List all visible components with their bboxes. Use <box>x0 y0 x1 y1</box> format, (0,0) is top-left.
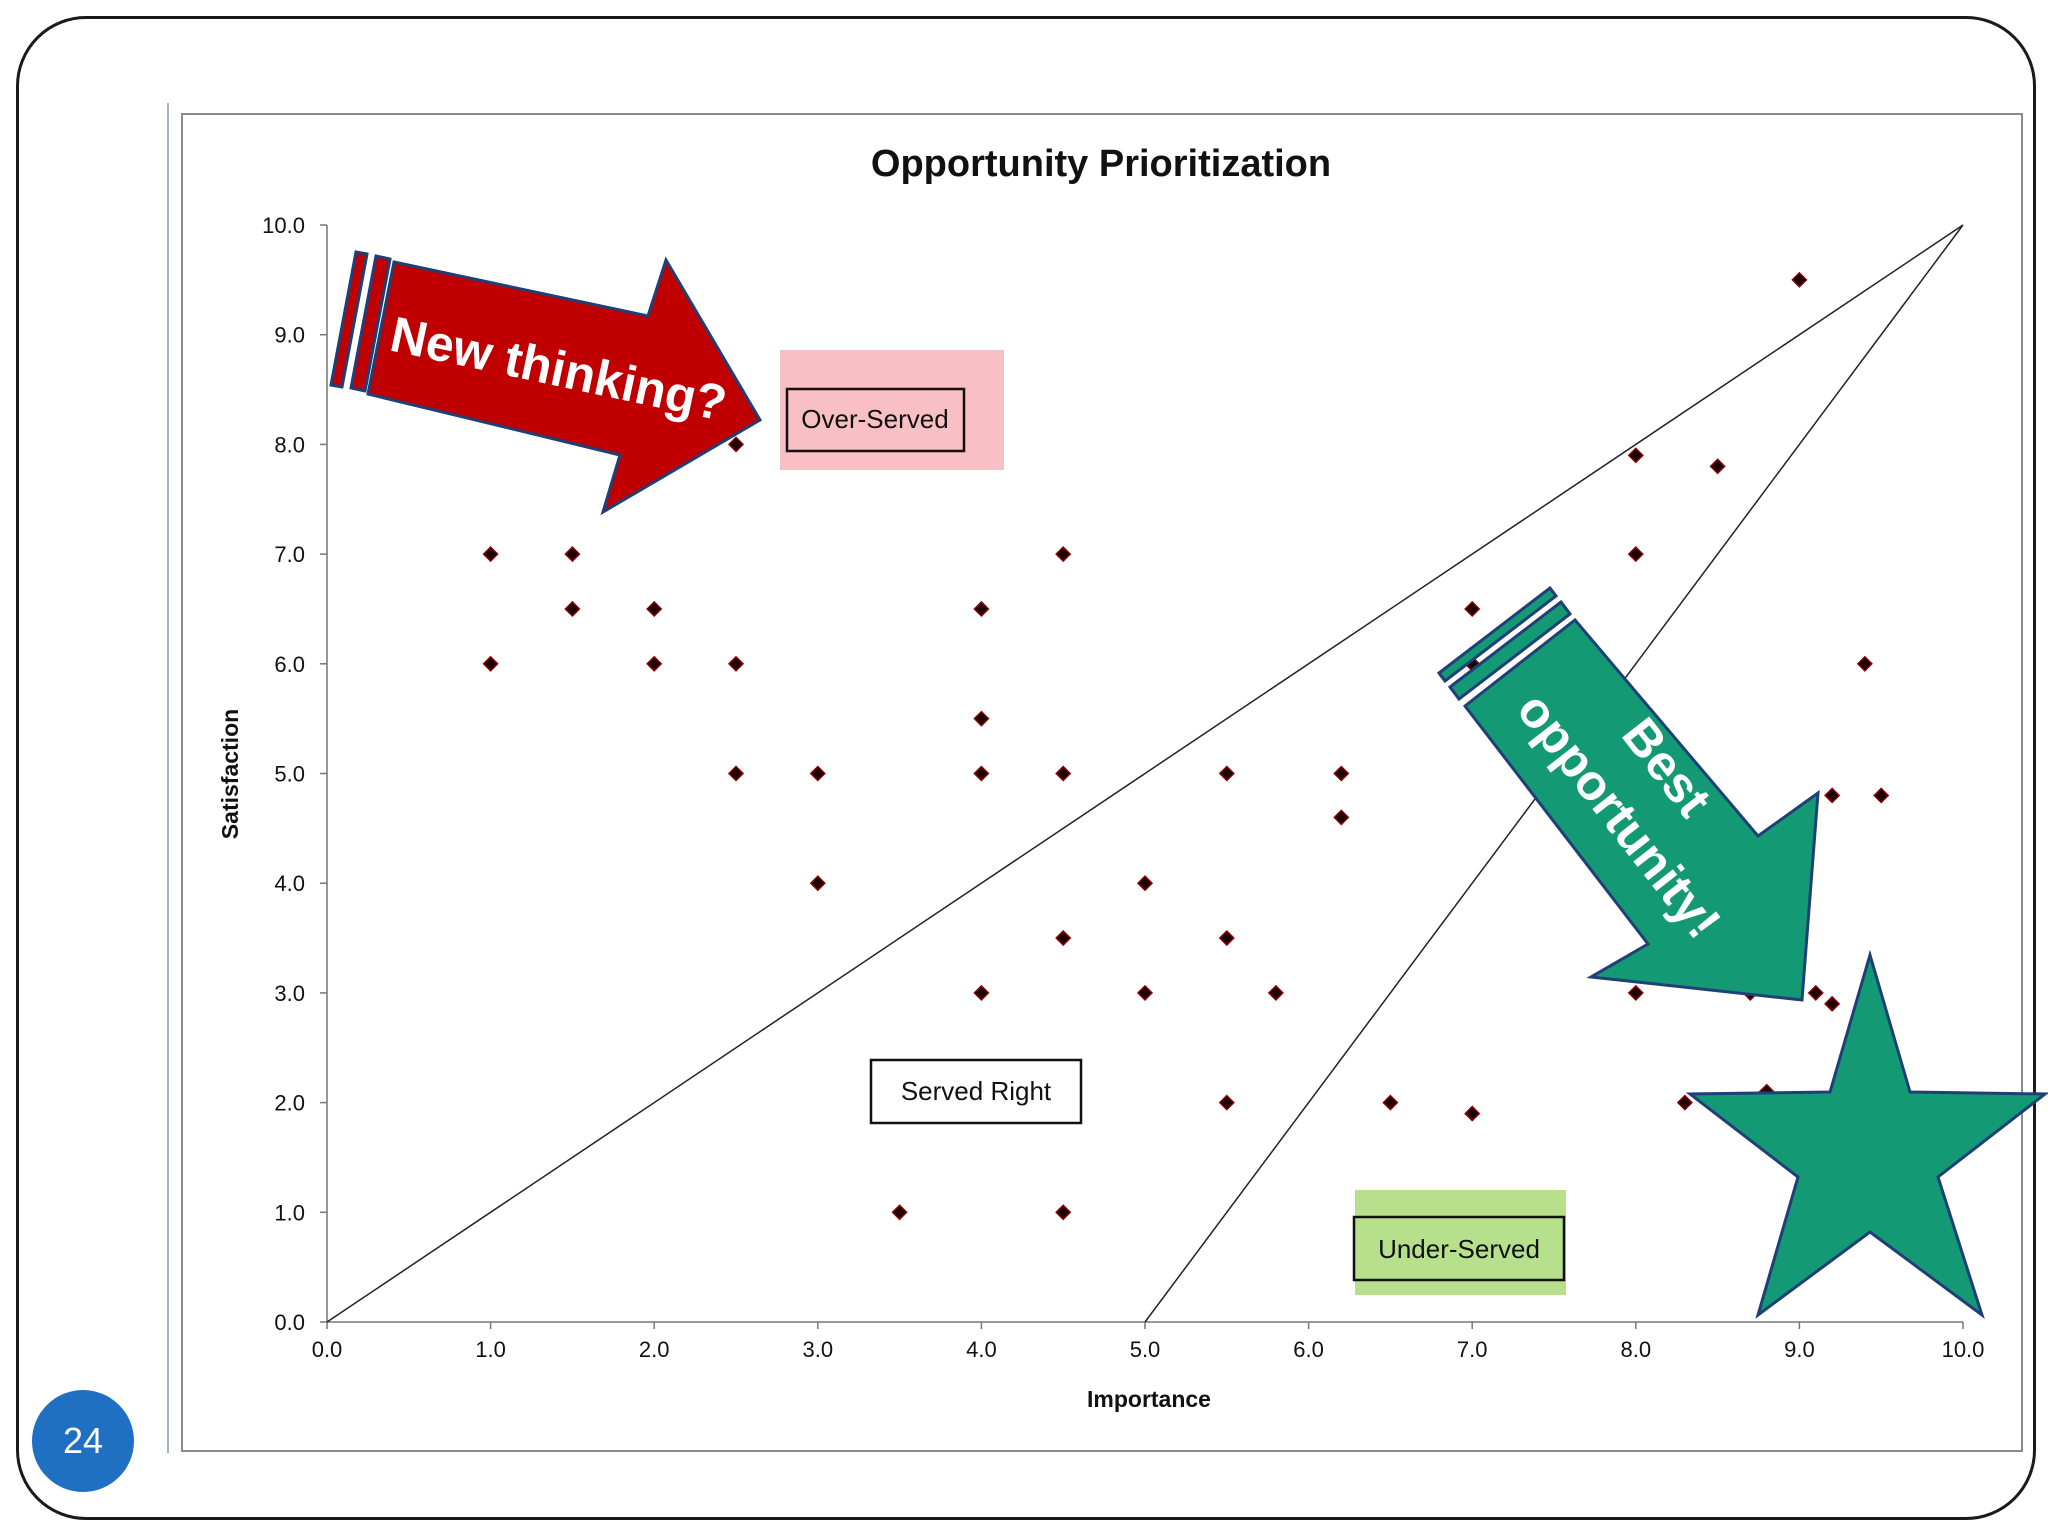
x-tick-label: 8.0 <box>1621 1337 1652 1362</box>
x-axis-label: Importance <box>1087 1386 1211 1412</box>
page-number: 24 <box>62 1420 104 1461</box>
data-point <box>1627 546 1644 563</box>
served-right-label: Served Right <box>901 1076 1052 1106</box>
y-axis-label: Satisfaction <box>217 709 243 839</box>
data-point <box>1055 929 1072 947</box>
y-tick-label: 5.0 <box>274 762 305 787</box>
data-point <box>1136 875 1154 892</box>
star-icon <box>1685 949 2048 1319</box>
data-point <box>727 436 745 453</box>
x-tick-label: 0.0 <box>312 1337 343 1362</box>
y-tick-label: 1.0 <box>274 1200 305 1225</box>
data-point <box>1856 655 1873 672</box>
data-point <box>1824 995 1841 1012</box>
data-point <box>973 765 990 782</box>
data-point <box>727 765 745 782</box>
data-point <box>1055 765 1072 782</box>
data-point <box>809 765 826 782</box>
data-point <box>1464 1105 1481 1122</box>
x-tick-label: 10.0 <box>1942 1337 1985 1362</box>
best-opportunity-arrow: Best opportunity! <box>1436 585 1820 1002</box>
data-point <box>1267 984 1284 1001</box>
y-tick-label: 8.0 <box>274 432 305 457</box>
y-tick-label: 7.0 <box>274 542 305 567</box>
data-point <box>646 655 663 672</box>
slide-divider <box>167 103 169 1453</box>
data-point <box>1218 765 1235 782</box>
data-point <box>646 600 663 618</box>
y-tick-label: 4.0 <box>274 871 305 896</box>
data-point <box>482 655 499 672</box>
data-point <box>1333 809 1350 826</box>
x-tick-label: 2.0 <box>639 1337 670 1362</box>
under-served-label: Under-Served <box>1378 1234 1540 1264</box>
data-point <box>564 600 581 618</box>
data-point <box>727 655 745 672</box>
data-point <box>1055 1204 1072 1221</box>
x-tick-label: 3.0 <box>803 1337 834 1362</box>
data-point <box>1873 787 1890 804</box>
y-tick-label: 0.0 <box>274 1310 305 1335</box>
data-point <box>1382 1094 1399 1111</box>
data-point <box>482 546 499 563</box>
under-served-box <box>1352 1215 1566 1282</box>
y-tick-label: 9.0 <box>274 323 305 348</box>
data-point <box>1136 984 1154 1001</box>
y-tick-label: 3.0 <box>274 981 305 1006</box>
data-point <box>1791 271 1808 288</box>
served-right-box <box>869 1058 1083 1125</box>
x-tick-label: 5.0 <box>1130 1337 1161 1362</box>
data-point <box>1464 600 1481 618</box>
data-point <box>1627 447 1644 464</box>
y-tick-label: 6.0 <box>274 652 305 677</box>
data-point <box>891 1204 908 1221</box>
y-tick-label: 10.0 <box>262 213 305 238</box>
data-point <box>1218 1094 1235 1111</box>
data-points <box>482 271 1890 1221</box>
over-served-label: Over-Served <box>801 404 948 434</box>
data-point <box>973 984 990 1001</box>
new-thinking-arrow: New thinking? <box>329 250 763 516</box>
x-tick-label: 7.0 <box>1457 1337 1488 1362</box>
x-tick-label: 9.0 <box>1784 1337 1815 1362</box>
x-tick-label: 6.0 <box>1293 1337 1324 1362</box>
data-point <box>1807 984 1824 1001</box>
chart-title: Opportunity Prioritization <box>871 143 1331 185</box>
x-tick-label: 1.0 <box>475 1337 506 1362</box>
reference-line <box>326 224 1964 1323</box>
axes: 0.0 1.0 2.0 3.0 4.0 5.0 6.0 7.0 8.0 9.0 10.0 0.0 1.0… <box>262 213 1984 1362</box>
data-point <box>1333 765 1350 782</box>
data-point <box>1218 929 1235 947</box>
over-served-box <box>785 387 966 453</box>
data-point <box>809 875 826 892</box>
data-point <box>1676 1094 1693 1111</box>
data-point <box>1709 458 1726 475</box>
data-point <box>973 600 990 618</box>
data-point <box>564 546 581 563</box>
data-point <box>1824 787 1841 804</box>
data-point <box>1627 984 1644 1001</box>
data-point <box>1055 546 1072 563</box>
x-tick-label: 4.0 <box>966 1337 997 1362</box>
y-tick-label: 2.0 <box>274 1091 305 1116</box>
page-number-badge: 24 <box>32 1390 134 1492</box>
data-point <box>973 710 990 727</box>
